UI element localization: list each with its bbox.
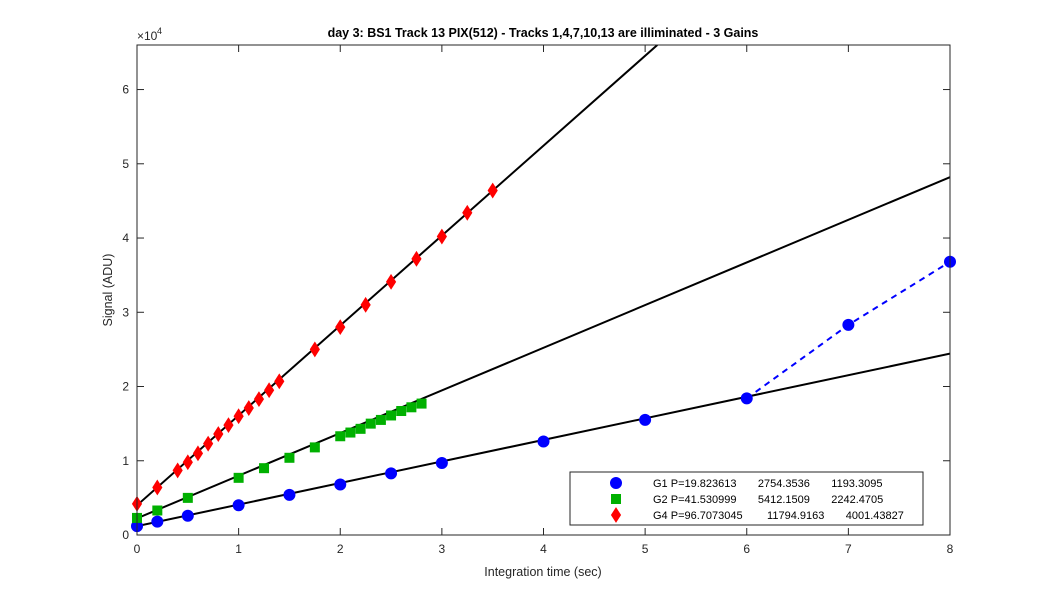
series-g4-point xyxy=(436,228,447,245)
series-g1-point xyxy=(181,509,194,522)
series-g4-point xyxy=(192,445,204,462)
x-tick-label: 2 xyxy=(337,542,344,556)
series-g4-point xyxy=(462,204,473,221)
series-g1-point xyxy=(151,515,164,528)
legend-item-g2-marker xyxy=(611,494,621,504)
series-g1-point xyxy=(283,488,296,501)
x-tick-label: 5 xyxy=(642,542,649,556)
series-g4-fit-line xyxy=(137,45,658,507)
y-tick-label: 3 xyxy=(122,305,129,319)
series-g2-point xyxy=(284,452,295,463)
series-g4-point xyxy=(487,182,498,199)
series-g1-point xyxy=(537,435,550,448)
series-g2-point xyxy=(375,414,386,425)
series-g2-point xyxy=(182,492,193,503)
series-g1-point xyxy=(385,467,398,480)
x-tick-label: 7 xyxy=(845,542,852,556)
series-g4-point xyxy=(223,417,234,434)
y-tick-label: 6 xyxy=(122,83,129,97)
series-g4-point xyxy=(213,426,224,442)
legend-items: G1 P=19.823613 2754.3536 1193.3095 G2 P=4… xyxy=(610,477,904,523)
series-g4-point xyxy=(253,391,265,408)
series-g2-point xyxy=(416,398,427,409)
legend-item-g1-marker xyxy=(610,477,622,489)
series-g4-point xyxy=(233,408,244,425)
series-g4-point xyxy=(182,454,193,471)
series-g2-point xyxy=(309,442,320,453)
series-g2-point xyxy=(345,427,356,438)
y-tick-label: 2 xyxy=(122,380,129,394)
series-g2-point xyxy=(365,418,376,429)
legend-item-g1-label: G1 P=19.823613 2754.3536 1193.3095 xyxy=(653,478,882,490)
legend-box xyxy=(569,471,924,526)
chart-title: day 3: BS1 Track 13 PIX(512) - Tracks 1,… xyxy=(328,26,759,40)
series-g4-point xyxy=(385,273,397,290)
series-g2-point xyxy=(386,410,397,421)
y-exponent-power: 4 xyxy=(157,26,162,36)
plot-background xyxy=(137,45,950,535)
series-g4-point xyxy=(203,435,214,452)
x-tick-label: 3 xyxy=(439,542,446,556)
series-g4-point xyxy=(243,400,254,416)
series-g2-point xyxy=(396,406,407,417)
legend-item-g4-marker xyxy=(610,507,622,523)
series-g1-point xyxy=(740,392,753,405)
series-g4-point xyxy=(264,382,275,399)
series-g2-point xyxy=(233,472,244,483)
x-tick-label: 0 xyxy=(134,542,141,556)
series-g1-point xyxy=(334,478,347,491)
x-tick-label: 6 xyxy=(743,542,750,556)
legend-item-g4-label: G4 P=96.7073045 11794.9163 4001.43827 xyxy=(653,510,904,522)
series-g4-point xyxy=(309,341,320,358)
series-g4-point xyxy=(360,296,371,313)
y-exponent-label: ×10 4 xyxy=(137,26,162,43)
legend-item-g4: G4 P=96.7073045 11794.9163 4001.43827 xyxy=(610,507,904,523)
legend-item-g2: G2 P=41.530999 5412.1509 2242.4705 xyxy=(611,494,883,506)
series-g2-point xyxy=(259,463,270,474)
x-axis-ticks: 0 1 2 3 4 5 6 7 8 xyxy=(134,45,954,556)
y-axis-label: Signal (ADU) xyxy=(101,254,115,327)
series-g2-point xyxy=(335,431,346,442)
series-g2-point xyxy=(152,505,163,516)
series-g2-point xyxy=(406,402,417,413)
series-g1-point xyxy=(842,318,855,331)
series-g1-point xyxy=(435,456,448,469)
x-tick-label: 8 xyxy=(947,542,954,556)
series-g1-point xyxy=(232,499,245,512)
y-tick-label: 5 xyxy=(122,157,129,171)
x-tick-label: 4 xyxy=(540,542,547,556)
y-exponent-base: ×10 xyxy=(137,29,158,43)
markers xyxy=(131,182,956,533)
legend-item-g1: G1 P=19.823613 2754.3536 1193.3095 xyxy=(610,477,882,490)
series-g4-point xyxy=(335,319,346,336)
legend: G1 P=19.823613 2754.3536 1193.3095 G2 P=4… xyxy=(569,471,924,526)
series-g4-point xyxy=(152,479,163,496)
x-axis-label: Integration time (sec) xyxy=(484,565,601,579)
plot-area xyxy=(131,44,956,536)
x-tick-label: 1 xyxy=(235,542,242,556)
series-g2-point xyxy=(355,423,366,434)
legend-item-g2-label: G2 P=41.530999 5412.1509 2242.4705 xyxy=(653,494,883,506)
series-g2-fit-line xyxy=(137,176,950,520)
y-tick-label: 4 xyxy=(122,231,129,245)
y-tick-label: 0 xyxy=(122,528,129,542)
y-tick-label: 1 xyxy=(122,454,129,468)
series-g4-point xyxy=(411,250,422,267)
series-g1-point xyxy=(639,413,652,426)
series-g4-point xyxy=(172,462,183,479)
y-axis-ticks: 0 1 2 3 4 5 6 xyxy=(122,83,950,542)
series-g4-point xyxy=(274,373,285,390)
